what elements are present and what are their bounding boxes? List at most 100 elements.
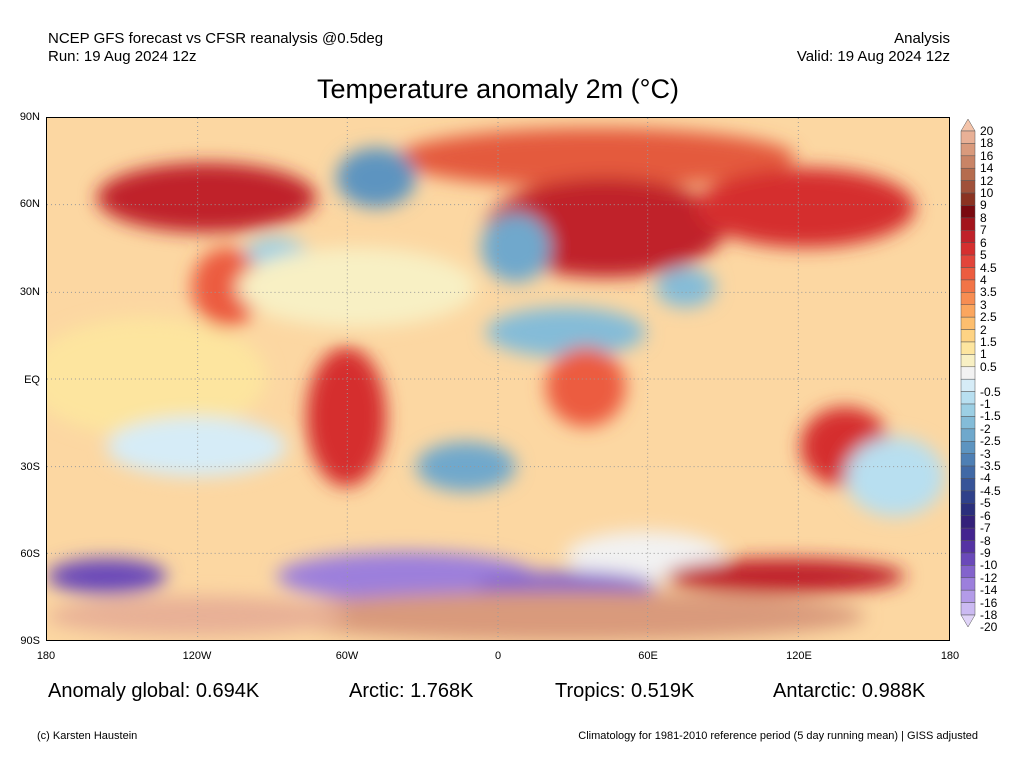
colorbar-label: 7 [980,223,987,238]
colorbar-label: -1.5 [980,409,1001,424]
colorbar-label: 4 [980,272,987,287]
colorbar-label: 9 [980,198,987,213]
lon-label: 180 [940,650,960,662]
antarctic-anomaly: Antarctic: 0.988K [773,680,926,702]
colorbar-label: 5 [980,248,987,263]
colorbar-segment [960,217,976,231]
lon-label: 60W [335,650,359,662]
colorbar-segment [960,515,976,529]
colorbar-label: -4 [980,471,991,486]
climatology-note: Climatology for 1981-2010 reference peri… [578,730,978,742]
colorbar-label: 14 [980,161,994,176]
colorbar-segment [960,577,976,591]
colorbar-label: 2 [980,322,987,337]
colorbar-segment [960,292,976,305]
colorbar-segment [960,130,976,144]
colorbar-segment [960,378,976,392]
colorbar-segment [960,254,976,268]
temperature-anomaly-map [46,117,950,641]
colorbar-segment [960,167,976,181]
colorbar-label: -8 [980,533,991,548]
colorbar-label: -14 [980,583,998,598]
lat-label: 90S [20,635,40,647]
lat-label: 60N [19,198,40,210]
colorbar-segment [960,180,976,194]
colorbar-segment [960,540,976,554]
colorbar-segment [960,503,976,516]
colorbar-segment [960,527,976,541]
colorbar-segment [960,416,976,430]
colorbar-segment [960,279,976,293]
run-time: Run: 19 Aug 2024 12z [48,48,197,65]
lon-label: 120E [786,650,812,662]
colorbar-label: 12 [980,173,994,188]
colorbar-segment [960,316,976,330]
colorbar-segment [960,354,976,368]
colorbar-segment [960,267,976,281]
colorbar-label: -6 [980,508,991,523]
lat-label: 30S [20,461,40,473]
colorbar-segment [960,242,976,256]
colorbar-label: 16 [980,148,994,163]
colorbar-segment [960,143,976,157]
lat-label: EQ [24,374,40,386]
colorbar-label: 4.5 [980,260,997,275]
colorbar-label: -7 [980,521,991,536]
colorbar: 20 18 16 14 12 10 9 8 7 6 5 4.5 4 3.5 3 2.5 2 1.5 1 0.5 -0.5… [960,117,1020,643]
colorbar-label: -5 [980,496,991,511]
colorbar-segment [960,490,976,504]
lon-label: 180 [36,650,56,662]
colorbar-label: 6 [980,235,987,250]
colorbar-segment [960,565,976,579]
colorbar-label: -3.5 [980,459,1001,474]
model-description: NCEP GFS forecast vs CFSR reanalysis @0.… [48,30,384,47]
colorbar-segment [960,428,976,442]
colorbar-label: -0.5 [980,384,1001,399]
colorbar-label: 10 [980,186,994,201]
lon-label: 0 [494,650,502,662]
colorbar-segment [960,478,976,492]
lon-label: 60E [638,650,658,662]
colorbar-label: 1.5 [980,334,997,349]
colorbar-segment [960,602,976,616]
colorbar-label: 3 [980,297,987,312]
colorbar-segment [960,453,976,467]
colorbar-segment [960,118,976,132]
colorbar-label: -10 [980,558,998,573]
colorbar-label: -1 [980,397,991,412]
global-anomaly: Anomaly global: 0.694K [48,680,260,702]
colorbar-label: 20 [980,124,994,138]
colorbar-label: -2 [980,421,991,436]
colorbar-segment [960,341,976,355]
colorbar-segment [960,552,976,566]
colorbar-segment [960,329,976,343]
colorbar-segment [960,391,976,405]
colorbar-segment [960,614,976,628]
arctic-anomaly: Arctic: 1.768K [349,680,474,702]
colorbar-label: 2.5 [980,310,997,325]
colorbar-label: 18 [980,136,994,151]
colorbar-segment [960,205,976,219]
colorbar-label: 3.5 [980,285,997,300]
colorbar-label: -16 [980,595,998,610]
colorbar-segment [960,403,976,417]
colorbar-label: 0.5 [980,359,997,374]
colorbar-label: -12 [980,570,998,585]
analysis-label: Analysis [894,30,950,47]
colorbar-label: -9 [980,545,991,560]
colorbar-label: 1 [980,347,987,362]
valid-time: Valid: 19 Aug 2024 12z [796,48,950,65]
colorbar-segment [960,366,976,380]
lat-label: 30N [19,286,40,298]
colorbar-segment [960,441,976,454]
map-title: Temperature anomaly 2m (°C) [317,74,679,104]
colorbar-label: -3 [980,446,991,461]
colorbar-label: -18 [980,608,998,622]
colorbar-label: 8 [980,210,987,225]
credit: (c) Karsten Haustein [37,730,138,742]
colorbar-label: -2.5 [980,434,1001,449]
lat-label: 60S [20,548,40,560]
colorbar-segment [960,192,976,206]
colorbar-segment [960,230,976,243]
tropics-anomaly: Tropics: 0.519K [555,680,695,702]
